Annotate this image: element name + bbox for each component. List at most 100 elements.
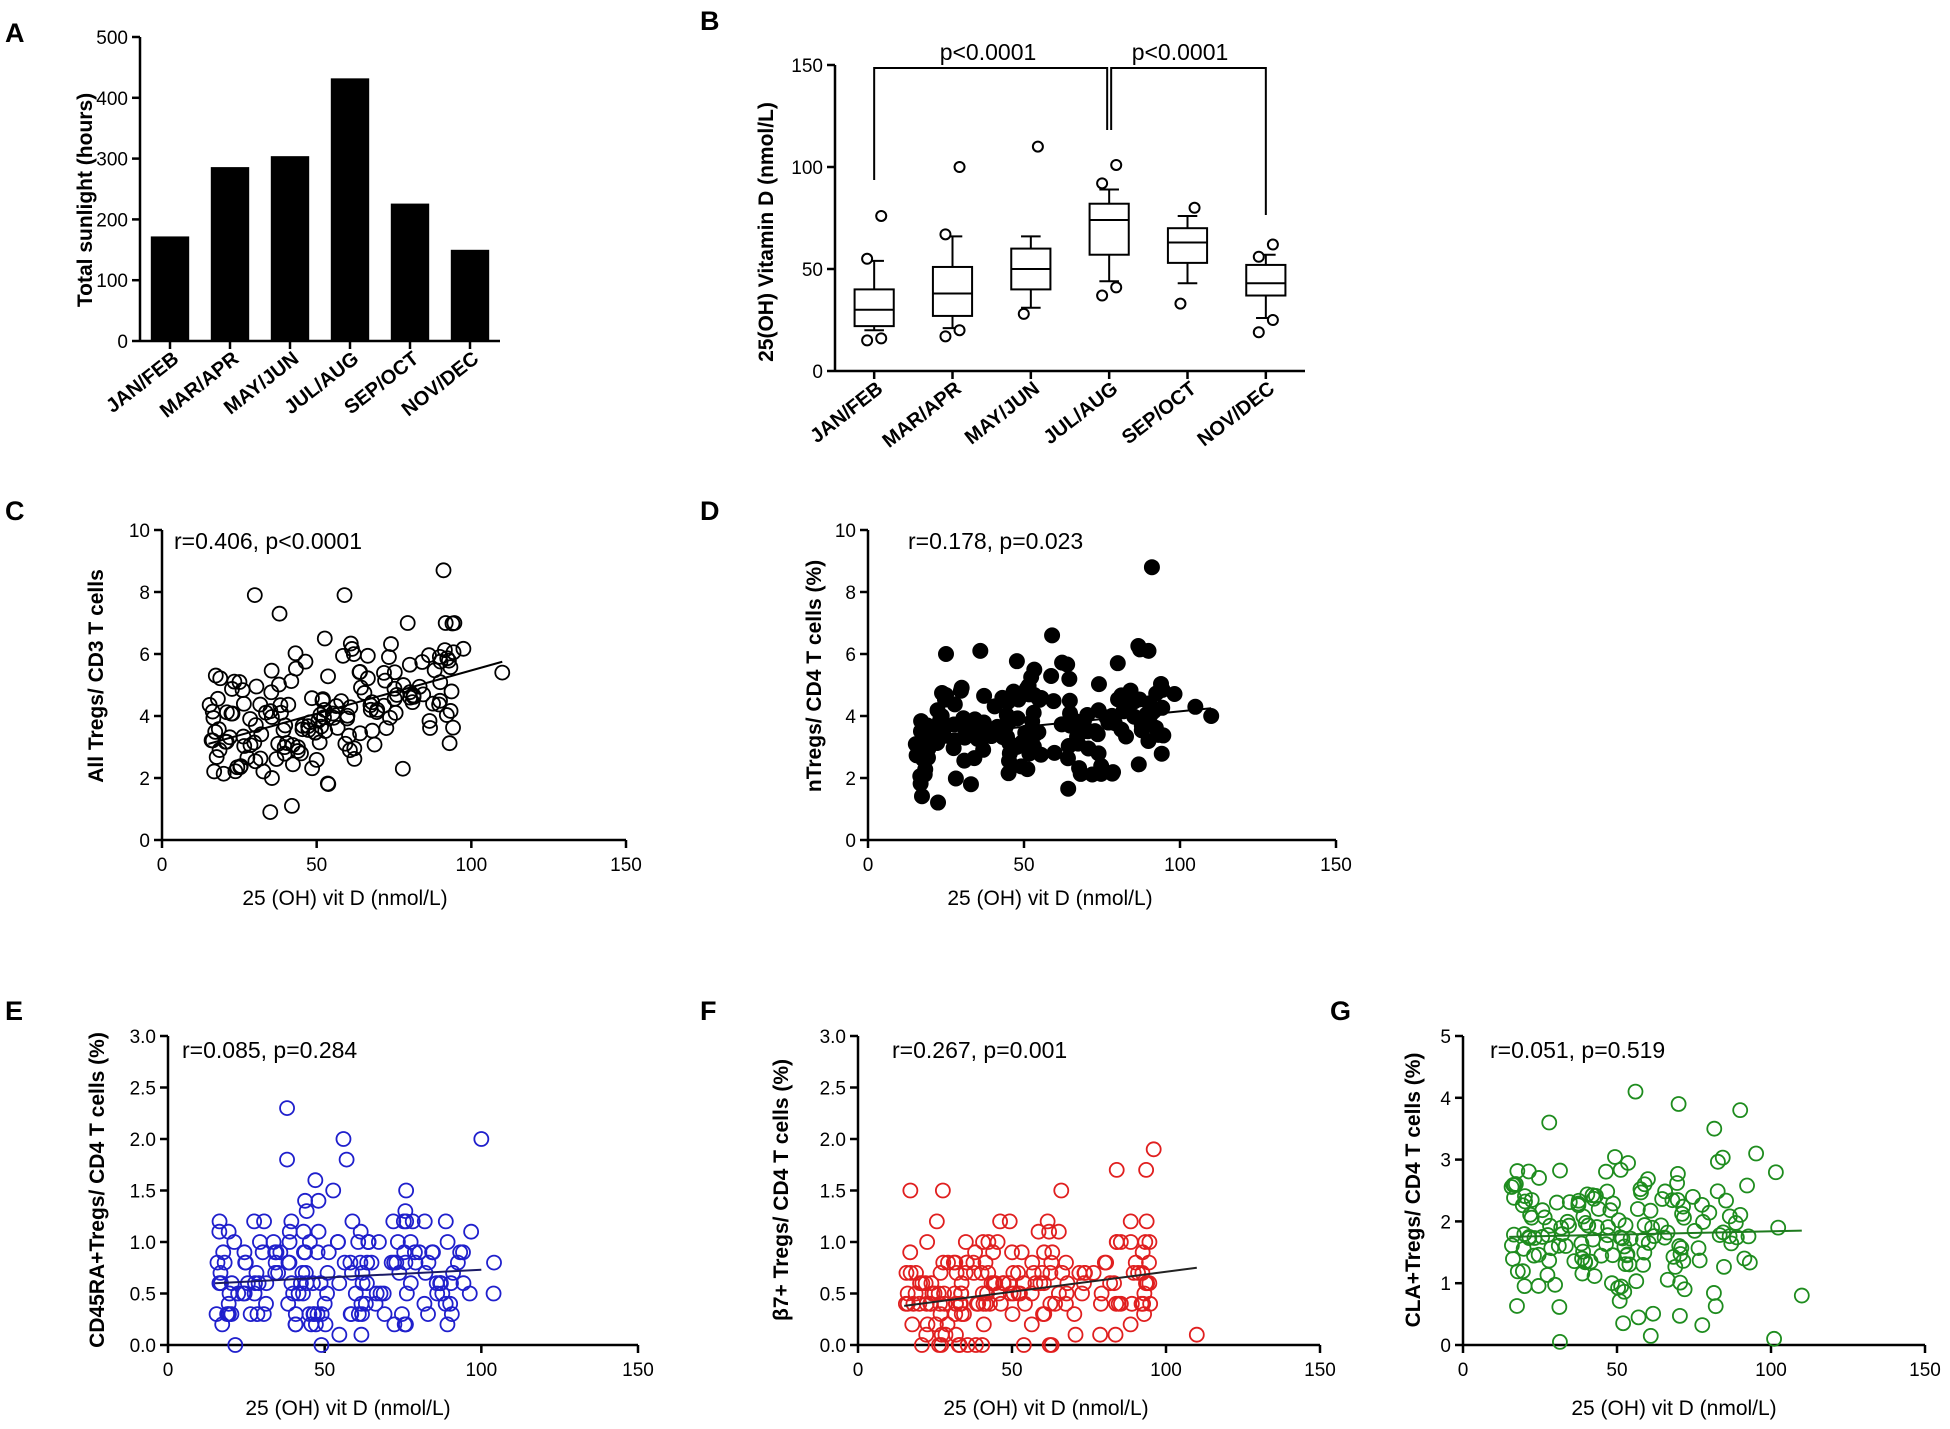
- panel-b-pvalue-1: p<0.0001: [940, 39, 1037, 65]
- panel-c-point: [316, 630, 333, 647]
- panel-f-point: [982, 1295, 998, 1312]
- panel-f-x-tick-label: 50: [1001, 1360, 1022, 1381]
- panel-e-annotation: r=0.085, p=0.284: [182, 1037, 357, 1063]
- panel-d-y-tick-label: 6: [845, 645, 856, 666]
- panel-e-point: [402, 1275, 419, 1292]
- panel-g-point: [1669, 1165, 1686, 1182]
- panel-g-point: [1509, 1298, 1525, 1314]
- panel-g-point: [1561, 1194, 1578, 1211]
- panel-c-point: [294, 718, 311, 734]
- panel-b-box-nov-dec: [1245, 263, 1287, 297]
- panel-f-point: [899, 1285, 916, 1302]
- panel-e-point: [353, 1326, 370, 1343]
- panel-e-y-tick-label: 0.0: [130, 1336, 156, 1357]
- panel-c-point: [307, 724, 324, 741]
- panel-d-x-tick-label: 0: [863, 855, 874, 876]
- panel-c-point: [268, 751, 285, 767]
- panel-e-point: [221, 1285, 238, 1302]
- panel-g-point: [1739, 1177, 1755, 1194]
- panel-f-point: [1044, 1244, 1061, 1261]
- panel-e-point: [256, 1213, 272, 1230]
- panel-d-point: [1001, 710, 1018, 727]
- panel-letter-b: B: [700, 6, 720, 36]
- panel-e-point: [280, 1295, 297, 1312]
- panel-g-point: [1574, 1250, 1590, 1267]
- panel-c-point: [313, 718, 329, 735]
- panel-d-point: [1187, 698, 1204, 715]
- panel-f-point: [1138, 1162, 1155, 1178]
- panel-a-bar-jul-aug: [330, 78, 370, 342]
- panel-d-point: [1061, 692, 1078, 709]
- panel-e-point: [463, 1223, 480, 1240]
- panel-e-x-tick-label: 100: [465, 1360, 497, 1381]
- panel-a-bar-may-jun: [270, 156, 310, 341]
- panel-c-point: [271, 676, 287, 693]
- panel-g-point: [1694, 1196, 1710, 1213]
- panel-c-point: [359, 647, 376, 664]
- panel-e-point: [330, 1234, 346, 1250]
- panel-g-point: [1672, 1274, 1689, 1291]
- panel-g-point: [1793, 1287, 1810, 1304]
- panel-e-y-tick-label: 1.5: [130, 1182, 156, 1203]
- panel-f-point: [1141, 1234, 1158, 1250]
- panel-e-point: [236, 1285, 253, 1302]
- panel-g-point: [1551, 1299, 1568, 1315]
- panel-g-point: [1706, 1120, 1723, 1137]
- panel-e-point: [394, 1306, 410, 1322]
- panel-g-x-tick-label: 100: [1755, 1360, 1787, 1381]
- panel-f-point: [902, 1265, 919, 1281]
- panel-c-annotation: r=0.406, p<0.0001: [174, 528, 362, 554]
- panel-f-point: [957, 1234, 974, 1250]
- panel-e-point: [255, 1306, 272, 1322]
- panel-c-point: [335, 647, 351, 664]
- panel-d-y-tick-label: 10: [835, 521, 856, 542]
- panel-b-category-label: MAY/JUN: [961, 378, 1044, 450]
- panel-g-point: [1585, 1190, 1602, 1207]
- panel-c-point: [352, 725, 369, 742]
- panel-e-point: [211, 1223, 228, 1240]
- panel-b-y-tick-label: 100: [791, 158, 823, 179]
- panel-c-point: [236, 738, 253, 754]
- panel-e-point: [485, 1285, 502, 1302]
- panel-f-point: [993, 1295, 1009, 1312]
- panel-e-point: [249, 1306, 266, 1322]
- panel-g-point: [1611, 1293, 1628, 1309]
- panel-g-point: [1670, 1096, 1687, 1112]
- panel-g-point: [1709, 1183, 1726, 1200]
- panel-f-point: [1106, 1275, 1122, 1292]
- panel-d-point: [1140, 642, 1157, 659]
- panel-f-point: [978, 1295, 994, 1312]
- panel-g-point: [1582, 1253, 1599, 1270]
- panel-c-point: [215, 765, 232, 782]
- panel-d-point: [938, 646, 954, 662]
- panel-e-point: [265, 1234, 282, 1250]
- panel-d-fit-line: [914, 707, 1212, 739]
- panel-f-point: [902, 1182, 919, 1199]
- panel-d-point: [1090, 676, 1107, 693]
- panel-c-x-tick-label: 50: [306, 855, 327, 876]
- panel-e-point: [219, 1306, 236, 1322]
- panel-d-x-tick-label: 50: [1013, 855, 1034, 876]
- panel-e-point: [407, 1244, 423, 1261]
- panel-f-point: [1034, 1265, 1051, 1281]
- panel-c-point: [320, 668, 336, 685]
- panel-f-point: [948, 1326, 964, 1343]
- panel-g-point: [1636, 1244, 1653, 1261]
- panel-e-point: [344, 1265, 360, 1281]
- panel-letter-c: C: [5, 496, 25, 526]
- panel-e-point: [344, 1213, 361, 1230]
- panel-g-point: [1686, 1222, 1703, 1239]
- panel-f-point: [1010, 1285, 1027, 1302]
- panel-f-point: [968, 1337, 984, 1353]
- panel-d-point: [953, 679, 970, 696]
- panel-e-point: [283, 1213, 300, 1230]
- panel-g-point: [1707, 1298, 1724, 1315]
- panel-f-point: [1074, 1285, 1090, 1302]
- panel-e-point: [342, 1254, 359, 1271]
- panel-c-point: [227, 763, 244, 780]
- panel-c-point: [336, 587, 353, 603]
- panel-e-point: [395, 1213, 412, 1230]
- panel-a-y-tick-label: 400: [96, 89, 128, 110]
- panel-d-point: [1008, 653, 1025, 670]
- panel-d-y-tick-label: 8: [845, 583, 856, 604]
